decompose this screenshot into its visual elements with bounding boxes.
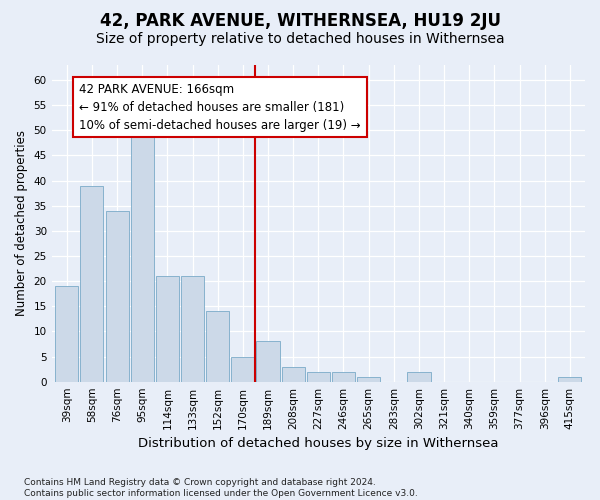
Y-axis label: Number of detached properties: Number of detached properties — [15, 130, 28, 316]
Bar — [106, 211, 128, 382]
Bar — [131, 136, 154, 382]
Bar — [281, 366, 305, 382]
Text: Size of property relative to detached houses in Withernsea: Size of property relative to detached ho… — [95, 32, 505, 46]
Bar — [231, 356, 254, 382]
Bar — [55, 286, 79, 382]
Text: Contains HM Land Registry data © Crown copyright and database right 2024.
Contai: Contains HM Land Registry data © Crown c… — [24, 478, 418, 498]
Bar — [206, 312, 229, 382]
Bar — [357, 376, 380, 382]
Bar — [332, 372, 355, 382]
Bar — [407, 372, 431, 382]
Bar — [181, 276, 204, 382]
Text: 42 PARK AVENUE: 166sqm
← 91% of detached houses are smaller (181)
10% of semi-de: 42 PARK AVENUE: 166sqm ← 91% of detached… — [79, 82, 361, 132]
Bar — [156, 276, 179, 382]
Bar — [307, 372, 330, 382]
Bar — [256, 342, 280, 382]
Bar — [80, 186, 103, 382]
Text: 42, PARK AVENUE, WITHERNSEA, HU19 2JU: 42, PARK AVENUE, WITHERNSEA, HU19 2JU — [100, 12, 500, 30]
Bar — [559, 376, 581, 382]
X-axis label: Distribution of detached houses by size in Withernsea: Distribution of detached houses by size … — [138, 437, 499, 450]
